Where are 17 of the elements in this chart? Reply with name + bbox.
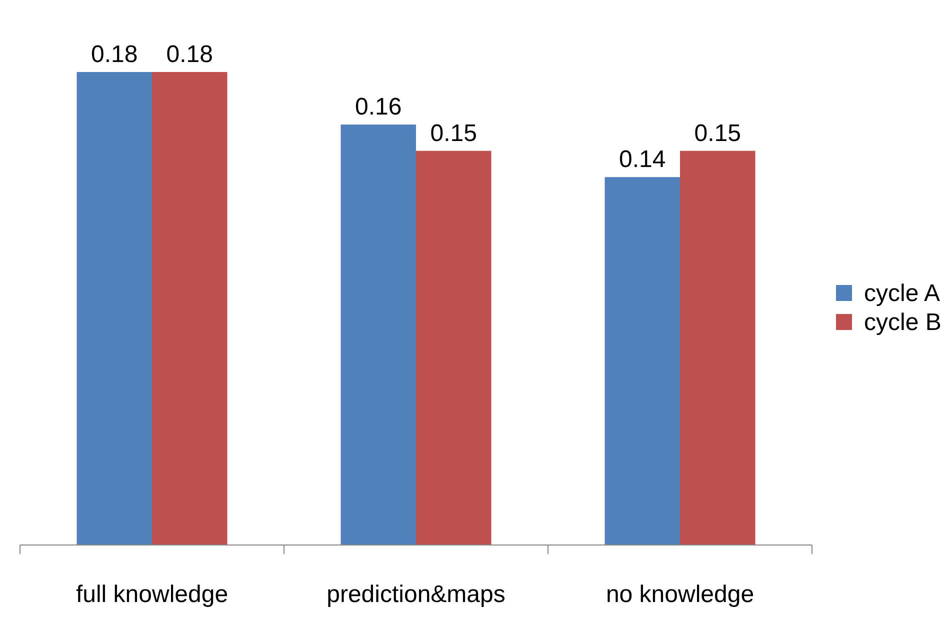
- data-label: 0.15: [694, 120, 741, 147]
- data-label: 0.15: [430, 120, 477, 147]
- x-tick-label: prediction&maps: [326, 581, 506, 608]
- x-tick-label: full knowledge: [76, 581, 228, 608]
- data-label: 0.18: [166, 41, 213, 68]
- bar: [76, 72, 152, 545]
- bar: [604, 177, 680, 545]
- bar: [340, 124, 416, 545]
- bar: [152, 72, 228, 545]
- data-label: 0.18: [91, 41, 138, 68]
- x-tick-label: no knowledge: [606, 581, 754, 608]
- legend-label: cycle B: [864, 309, 942, 336]
- data-label: 0.14: [619, 146, 666, 174]
- data-label: 0.16: [355, 94, 402, 121]
- legend-label: cycle A: [864, 280, 940, 307]
- bar: [416, 150, 492, 545]
- bar: [680, 150, 756, 545]
